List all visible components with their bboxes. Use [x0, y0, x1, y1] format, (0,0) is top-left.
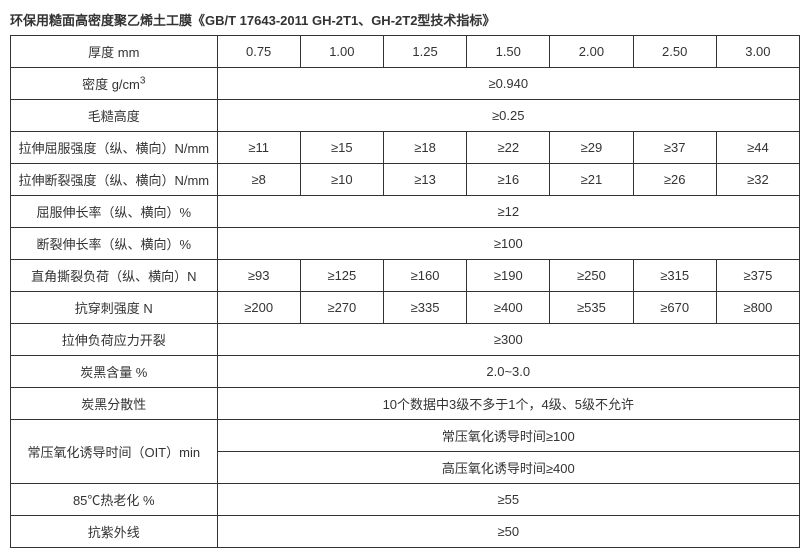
cell: ≥200: [217, 292, 300, 324]
row-label: 拉伸负荷应力开裂: [11, 324, 218, 356]
row-label: 厚度 mm: [11, 36, 218, 68]
cell: 2.50: [633, 36, 716, 68]
cell: 1.50: [467, 36, 550, 68]
table-row: 断裂伸长率（纵、横向）% ≥100: [11, 228, 800, 260]
table-row: 直角撕裂负荷（纵、横向）N ≥93 ≥125 ≥160 ≥190 ≥250 ≥3…: [11, 260, 800, 292]
row-label: 拉伸屈服强度（纵、横向）N/mm: [11, 132, 218, 164]
cell-span: ≥100: [217, 228, 799, 260]
table-title: 环保用糙面高密度聚乙烯土工膜《GB/T 17643-2011 GH-2T1、GH…: [10, 10, 800, 29]
cell: ≥11: [217, 132, 300, 164]
table-row: 炭黑含量 % 2.0~3.0: [11, 356, 800, 388]
cell-span: ≥12: [217, 196, 799, 228]
cell: ≥37: [633, 132, 716, 164]
cell-span: 2.0~3.0: [217, 356, 799, 388]
row-label: 抗穿刺强度 N: [11, 292, 218, 324]
row-label: 85℃热老化 %: [11, 484, 218, 516]
row-label: 断裂伸长率（纵、横向）%: [11, 228, 218, 260]
cell-span: 高压氧化诱导时间≥400: [217, 452, 799, 484]
cell: 3.00: [716, 36, 799, 68]
cell: ≥16: [467, 164, 550, 196]
table-row: 拉伸屈服强度（纵、横向）N/mm ≥11 ≥15 ≥18 ≥22 ≥29 ≥37…: [11, 132, 800, 164]
cell: ≥10: [300, 164, 383, 196]
cell: ≥32: [716, 164, 799, 196]
spec-table: 厚度 mm 0.75 1.00 1.25 1.50 2.00 2.50 3.00…: [10, 35, 800, 548]
cell: ≥335: [383, 292, 466, 324]
row-label: 毛糙高度: [11, 100, 218, 132]
cell: ≥190: [467, 260, 550, 292]
table-row: 抗穿刺强度 N ≥200 ≥270 ≥335 ≥400 ≥535 ≥670 ≥8…: [11, 292, 800, 324]
table-row: 屈服伸长率（纵、横向）% ≥12: [11, 196, 800, 228]
cell: ≥22: [467, 132, 550, 164]
row-label: 常压氧化诱导时间（OIT）min: [11, 420, 218, 484]
row-label: 拉伸断裂强度（纵、横向）N/mm: [11, 164, 218, 196]
table-row: 抗紫外线 ≥50: [11, 516, 800, 548]
cell: 1.00: [300, 36, 383, 68]
cell: ≥21: [550, 164, 633, 196]
cell: ≥8: [217, 164, 300, 196]
cell-span: ≥0.25: [217, 100, 799, 132]
row-label: 直角撕裂负荷（纵、横向）N: [11, 260, 218, 292]
cell: ≥270: [300, 292, 383, 324]
table-row: 厚度 mm 0.75 1.00 1.25 1.50 2.00 2.50 3.00: [11, 36, 800, 68]
cell: ≥125: [300, 260, 383, 292]
row-label: 屈服伸长率（纵、横向）%: [11, 196, 218, 228]
row-label: 密度 g/cm3: [11, 68, 218, 100]
cell: ≥160: [383, 260, 466, 292]
cell: ≥400: [467, 292, 550, 324]
cell: ≥800: [716, 292, 799, 324]
table-row: 常压氧化诱导时间（OIT）min 常压氧化诱导时间≥100: [11, 420, 800, 452]
cell: ≥250: [550, 260, 633, 292]
row-label: 抗紫外线: [11, 516, 218, 548]
cell: ≥315: [633, 260, 716, 292]
cell: 2.00: [550, 36, 633, 68]
cell: ≥44: [716, 132, 799, 164]
cell: 0.75: [217, 36, 300, 68]
row-label: 炭黑分散性: [11, 388, 218, 420]
cell: ≥93: [217, 260, 300, 292]
table-row: 密度 g/cm3 ≥0.940: [11, 68, 800, 100]
cell: ≥13: [383, 164, 466, 196]
cell: ≥29: [550, 132, 633, 164]
table-row: 拉伸负荷应力开裂 ≥300: [11, 324, 800, 356]
cell-span: 常压氧化诱导时间≥100: [217, 420, 799, 452]
cell-span: ≥300: [217, 324, 799, 356]
cell: ≥375: [716, 260, 799, 292]
table-row: 毛糙高度 ≥0.25: [11, 100, 800, 132]
table-row: 炭黑分散性 10个数据中3级不多于1个，4级、5级不允许: [11, 388, 800, 420]
cell: ≥26: [633, 164, 716, 196]
cell: ≥18: [383, 132, 466, 164]
cell: ≥535: [550, 292, 633, 324]
cell-span: ≥0.940: [217, 68, 799, 100]
cell-span: 10个数据中3级不多于1个，4级、5级不允许: [217, 388, 799, 420]
cell: 1.25: [383, 36, 466, 68]
row-label: 炭黑含量 %: [11, 356, 218, 388]
cell: ≥670: [633, 292, 716, 324]
table-row: 拉伸断裂强度（纵、横向）N/mm ≥8 ≥10 ≥13 ≥16 ≥21 ≥26 …: [11, 164, 800, 196]
cell-span: ≥55: [217, 484, 799, 516]
cell-span: ≥50: [217, 516, 799, 548]
table-row: 85℃热老化 % ≥55: [11, 484, 800, 516]
cell: ≥15: [300, 132, 383, 164]
